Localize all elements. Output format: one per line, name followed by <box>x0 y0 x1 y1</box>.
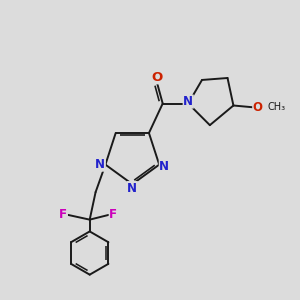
Text: O: O <box>151 71 162 84</box>
Text: F: F <box>59 208 68 221</box>
Text: N: N <box>95 158 105 171</box>
Text: N: N <box>159 160 169 173</box>
Text: O: O <box>253 101 263 114</box>
Text: N: N <box>127 182 137 195</box>
Text: CH₃: CH₃ <box>268 103 286 112</box>
Text: F: F <box>109 208 117 220</box>
Text: N: N <box>183 95 193 108</box>
